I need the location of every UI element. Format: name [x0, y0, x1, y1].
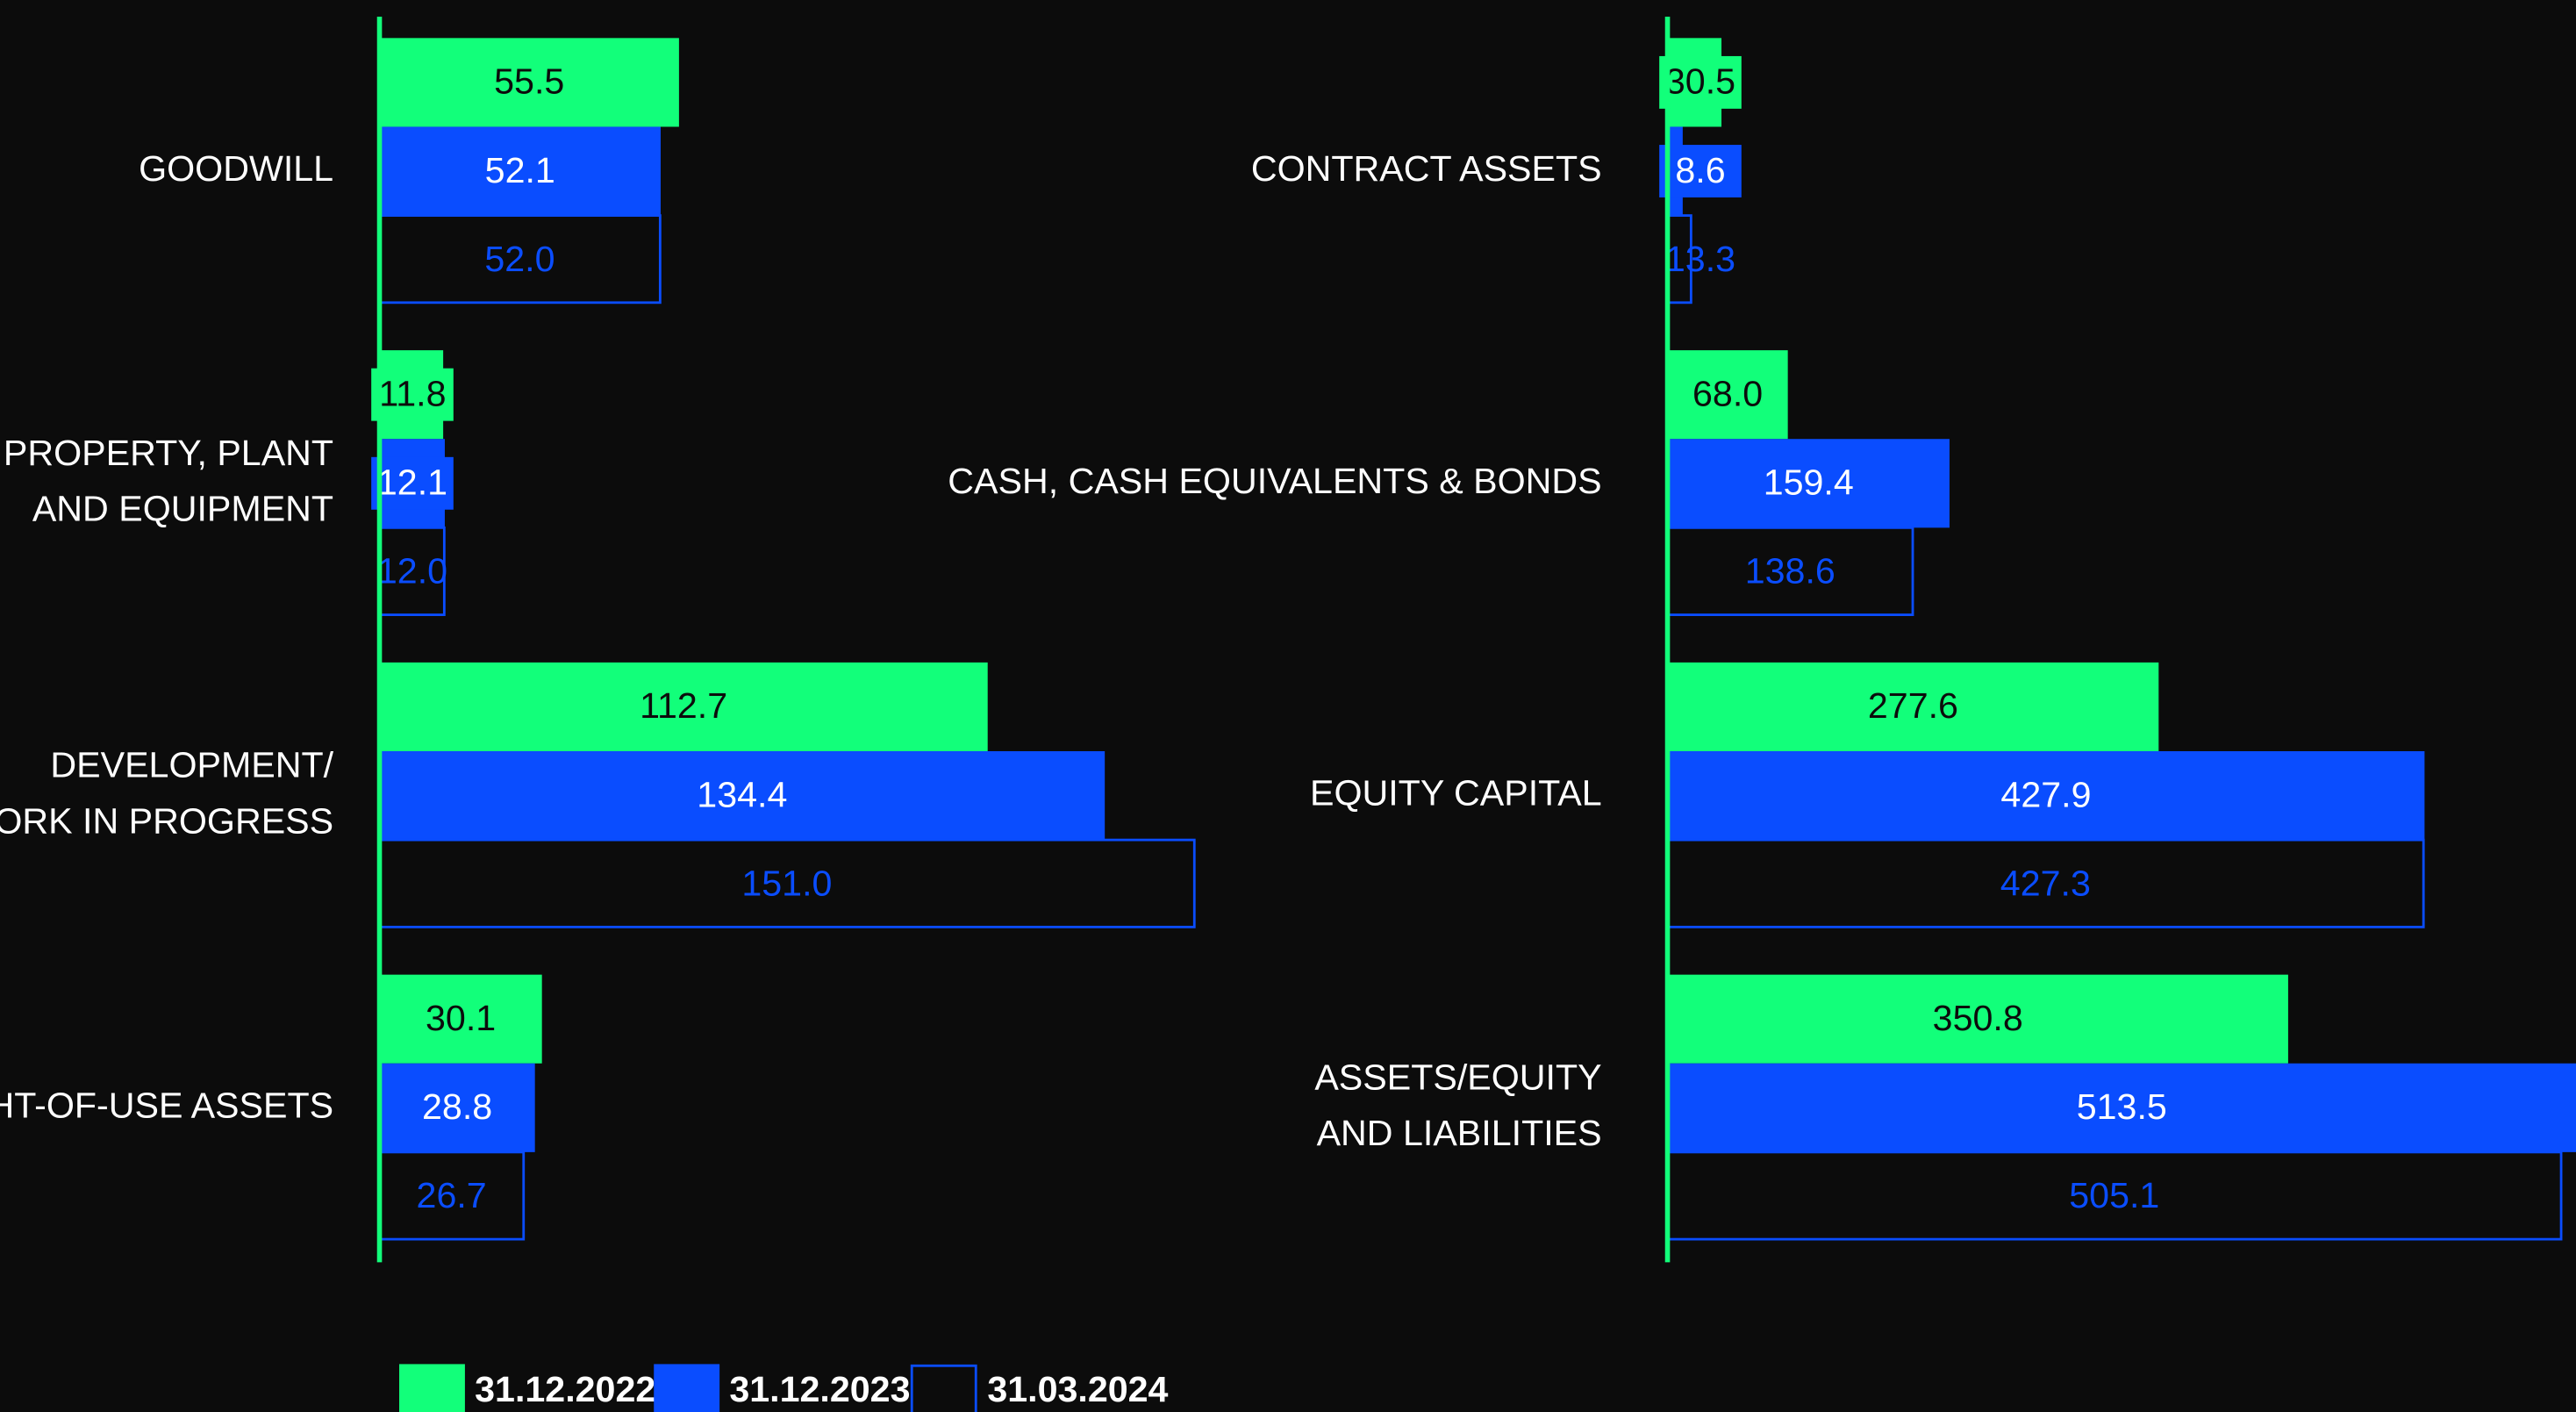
value-label: 513.5 [2077, 1086, 2167, 1127]
value-label: 350.8 [1933, 998, 2023, 1038]
bar [1667, 750, 2425, 841]
value-label: 30.5 [1665, 61, 1735, 102]
bar [1667, 350, 1788, 440]
value-label: 11.8 [378, 373, 446, 413]
bar [379, 1063, 535, 1152]
value-label: 134.4 [697, 774, 787, 814]
category-label: CASH, CASH EQUIVALENTS & BONDS [948, 461, 1601, 501]
value-label: 68.0 [1692, 373, 1763, 413]
category-line: PROPERTY, PLANT [4, 433, 333, 473]
value-label: 112.7 [640, 685, 727, 726]
value-label: 12.1 [377, 462, 447, 503]
value-label: 427.3 [2000, 863, 2091, 903]
value-label: 8.6 [1675, 150, 1725, 190]
category-label: ASSETS/EQUITY AND LIABILITIES [1314, 1057, 1601, 1153]
value-label: 159.4 [1764, 462, 1854, 503]
bar [1667, 1063, 2576, 1152]
value-label: 505.1 [2069, 1175, 2159, 1215]
value-label: 12.0 [377, 551, 447, 591]
value-label: 26.7 [417, 1175, 487, 1215]
legend-label: 31.03.2024 [987, 1369, 1168, 1409]
category-label: RIGHT-OF-USE ASSETS [0, 1085, 333, 1125]
category-line: ASSETS/EQUITY [1314, 1057, 1601, 1097]
label-background [1659, 55, 1742, 109]
value-label: 30.1 [426, 998, 496, 1038]
category-label: EQUITY CAPITAL [1310, 772, 1602, 813]
legend-swatch [910, 1364, 977, 1412]
category-line: GOODWILL [139, 148, 333, 189]
value-label: 138.6 [1745, 551, 1835, 591]
category-line: EQUITY CAPITAL [1310, 772, 1602, 813]
category-label: GOODWILL [139, 148, 333, 189]
category-line: RIGHT-OF-USE ASSETS [0, 1085, 333, 1125]
value-label: 13.3 [1665, 239, 1735, 279]
legend-label: 31.12.2022 [475, 1369, 655, 1409]
value-label: 277.6 [1868, 685, 1958, 726]
bar [379, 38, 679, 127]
category-line: CONTRACT ASSETS [1251, 148, 1602, 189]
value-label: 52.1 [485, 150, 555, 190]
value-label: 427.9 [2000, 774, 2091, 814]
legend-swatch [654, 1364, 720, 1412]
legend-label: 31.12.2023 [729, 1369, 910, 1409]
category-line: CASH, CASH EQUIVALENTS & BONDS [948, 461, 1601, 501]
bar [379, 974, 542, 1064]
label-background [1659, 145, 1742, 197]
bar [1667, 974, 2288, 1064]
bar [1667, 439, 1950, 528]
category-line: WORK IN PROGRESS [0, 800, 333, 841]
legend-swatch [399, 1364, 465, 1412]
category-label: DEVELOPMENT/WORK IN PROGRESS [0, 745, 334, 842]
label-background [371, 456, 454, 510]
category-label: PROPERTY, PLANT AND EQUIPMENT [4, 433, 333, 529]
value-label: 55.5 [494, 61, 564, 102]
category-line: DEVELOPMENT/ [50, 745, 333, 785]
value-label: 52.0 [484, 239, 555, 279]
bar [379, 662, 988, 751]
bar [379, 126, 661, 216]
bar [1667, 662, 2159, 751]
category-line: AND LIABILITIES [1317, 1113, 1602, 1153]
value-label: 151.0 [741, 863, 832, 903]
value-label: 28.8 [422, 1086, 492, 1127]
category-line: AND EQUIPMENT [32, 488, 333, 528]
label-background [371, 368, 454, 421]
category-label: CONTRACT ASSETS [1251, 148, 1602, 189]
bar [379, 750, 1106, 841]
